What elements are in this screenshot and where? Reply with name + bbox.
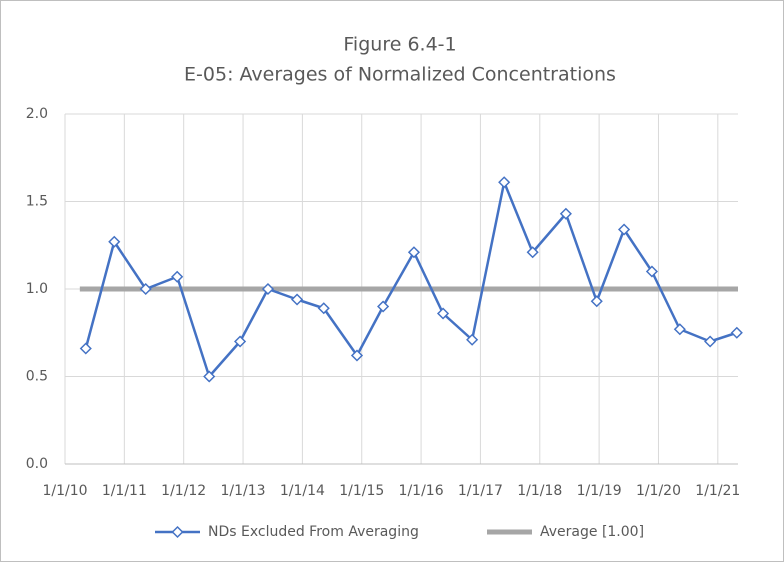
data-point: [617, 223, 631, 236]
x-tick-label: 1/1/11: [102, 483, 147, 499]
data-point: [407, 246, 421, 259]
x-tick-label: 1/1/13: [221, 483, 266, 499]
data-point: [203, 370, 216, 383]
y-tick-label: 1.0: [26, 281, 48, 297]
chart-subtitle: E-05: Averages of Normalized Concentrati…: [184, 64, 616, 86]
x-tick-label: 1/1/17: [458, 483, 503, 499]
legend-label: NDs Excluded From Averaging: [208, 524, 419, 540]
x-tick-label: 1/1/15: [339, 483, 384, 499]
chart-title: Figure 6.4-1: [343, 34, 456, 56]
x-tick-label: 1/1/19: [577, 483, 622, 499]
y-tick-label: 0.0: [26, 456, 48, 472]
data-point: [730, 326, 743, 339]
data-point: [559, 207, 572, 220]
data-point: [704, 335, 717, 348]
data-point: [350, 349, 364, 362]
x-tick-label: 1/1/14: [280, 483, 325, 499]
data-point: [261, 282, 275, 296]
data-point: [171, 270, 184, 283]
data-point: [108, 235, 121, 248]
data-point: [466, 333, 479, 346]
data-point: [645, 265, 659, 278]
data-point: [317, 302, 330, 315]
x-tick-label: 1/1/20: [636, 483, 681, 499]
data-point: [377, 300, 390, 313]
data-point: [79, 342, 92, 355]
x-tick-label: 1/1/12: [161, 483, 206, 499]
x-tick-label: 1/1/21: [695, 483, 740, 499]
x-tick-label: 1/1/10: [42, 483, 87, 499]
data-point: [234, 335, 247, 348]
legend-label: Average [1.00]: [540, 524, 644, 540]
y-tick-label: 2.0: [26, 106, 48, 122]
data-point: [526, 246, 539, 259]
data-point: [139, 282, 152, 296]
legend-marker: [171, 525, 184, 539]
x-tick-label: 1/1/18: [517, 483, 562, 499]
x-tick-label: 1/1/16: [399, 483, 444, 499]
data-point: [290, 293, 304, 306]
y-tick-label: 0.5: [26, 369, 48, 385]
data-point: [590, 295, 603, 308]
data-point: [673, 323, 686, 336]
data-point: [436, 307, 450, 320]
y-tick-label: 1.5: [26, 194, 48, 210]
data-point: [498, 176, 511, 189]
